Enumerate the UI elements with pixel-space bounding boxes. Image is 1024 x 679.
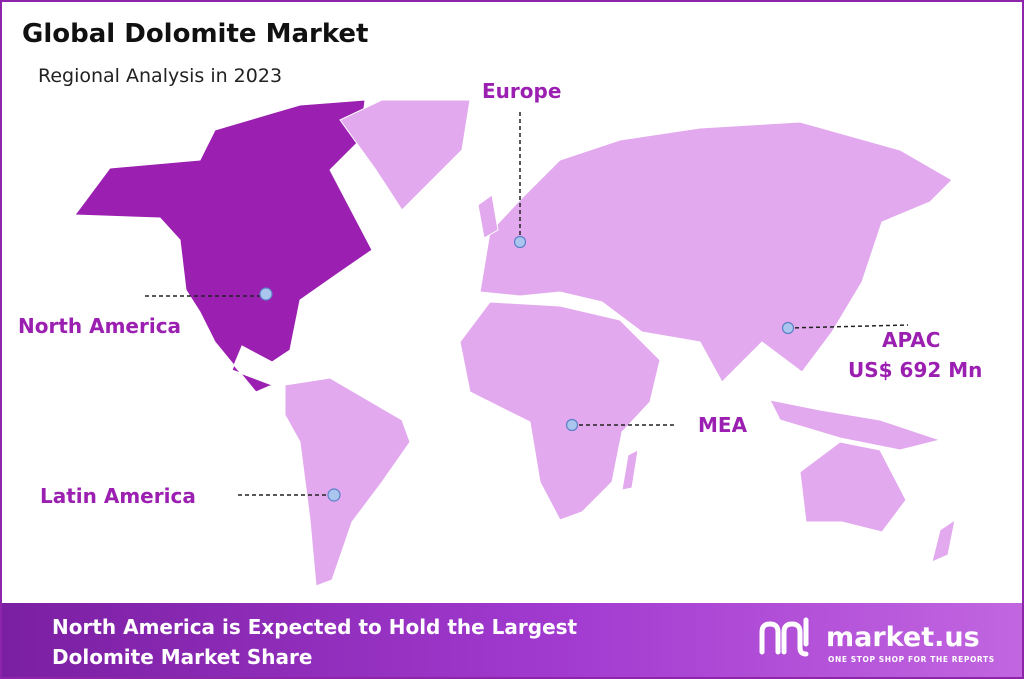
australia (799, 441, 907, 533)
marker (781, 321, 795, 335)
callouts (145, 112, 909, 502)
title: Global Dolomite Market (22, 19, 368, 49)
region-label: North America (18, 314, 181, 338)
subtitle: Regional Analysis in 2023 (38, 65, 282, 87)
uk (477, 194, 499, 239)
region-label: MEA (698, 413, 748, 437)
logo: market.us ONE STOP SHOP FOR THE REPORTS (759, 617, 995, 664)
madagascar (621, 449, 639, 491)
marker (259, 287, 273, 301)
footer-headline: Dolomite Market Share (52, 645, 312, 669)
marker (565, 418, 579, 432)
region-label: Latin America (40, 484, 196, 508)
region-label: Europe (482, 79, 561, 103)
world-map (74, 99, 956, 587)
marker (327, 488, 341, 502)
marker (513, 235, 527, 249)
greenland (339, 99, 471, 211)
north-america (74, 99, 373, 393)
region-value: US$ 692 Mn (848, 358, 982, 382)
leader-line (787, 324, 909, 329)
logo-tagline: ONE STOP SHOP FOR THE REPORTS (828, 655, 995, 664)
southeast-asia (769, 399, 942, 451)
south-america (284, 377, 411, 587)
logo-name: market.us (826, 622, 980, 653)
new-zealand (931, 518, 956, 563)
eurasia (479, 121, 953, 383)
logo-icon (759, 617, 809, 657)
footer-band (2, 603, 1022, 677)
region-label: APAC (882, 328, 940, 352)
africa (459, 301, 661, 521)
footer-headline: North America is Expected to Hold the La… (52, 615, 578, 639)
